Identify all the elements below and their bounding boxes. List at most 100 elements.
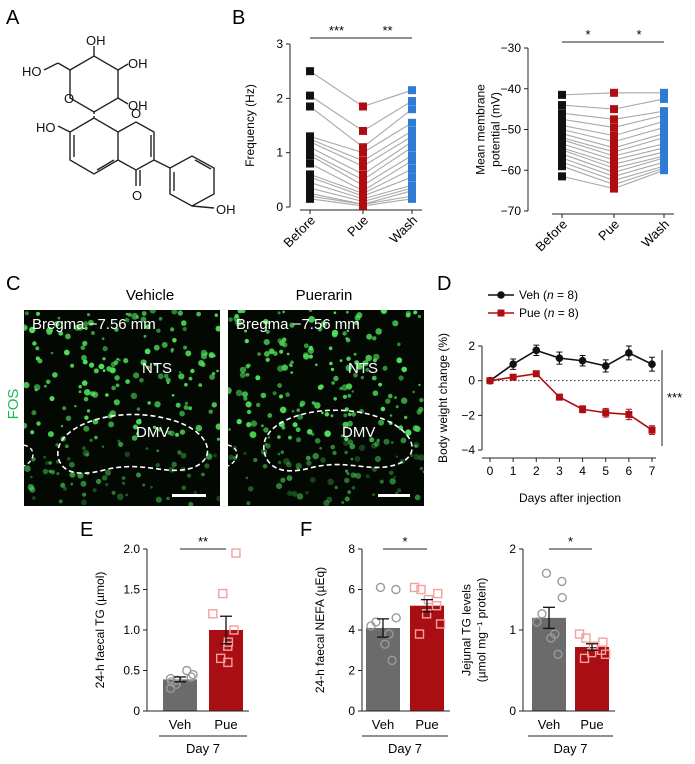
fos-nucleus: [102, 357, 106, 361]
fos-nucleus: [372, 336, 377, 341]
data-point-pue: [610, 164, 618, 173]
data-point-wash: [660, 117, 668, 126]
fos-nucleus: [142, 483, 146, 487]
fos-nucleus: [306, 429, 313, 435]
fos-nucleus: [255, 375, 261, 381]
fos-nucleus: [351, 411, 356, 417]
data-point-pue: [610, 143, 618, 152]
y-axis-label: potential (mV): [489, 92, 503, 167]
fos-nucleus: [78, 384, 82, 389]
fos-nucleus: [388, 470, 394, 476]
fos-nucleus: [405, 429, 412, 436]
fos-nucleus: [133, 372, 140, 379]
data-point-veh: [391, 584, 401, 595]
fos-nucleus: [181, 485, 187, 491]
fos-nucleus: [250, 420, 258, 427]
fos-nucleus: [178, 371, 182, 374]
fos-nucleus: [60, 482, 66, 488]
fos-nucleus: [196, 311, 202, 317]
x-tick-label: 0: [487, 464, 494, 478]
fos-nucleus: [369, 437, 375, 443]
fos-nucleus: [379, 479, 384, 484]
x-tick-label: 1: [510, 464, 517, 478]
data-point-wash: [408, 164, 416, 173]
y-axis-label: Jejunal TG levels: [460, 584, 474, 676]
canal-outline: [228, 444, 238, 467]
fos-nucleus: [175, 432, 179, 437]
fos-nucleus: [171, 394, 175, 397]
fos-nucleus: [102, 475, 108, 481]
puerarin-bregma-label: Bregma −7.56 mm: [236, 316, 360, 333]
fos-nucleus: [55, 443, 59, 447]
data-point-pue: [610, 172, 618, 181]
fos-nucleus: [156, 449, 160, 452]
fos-nucleus: [291, 491, 298, 497]
paired-line: [309, 95, 413, 132]
fos-nucleus: [246, 409, 252, 415]
fos-nucleus: [311, 401, 316, 405]
fos-nucleus: [44, 384, 47, 388]
fos-nucleus: [102, 346, 108, 352]
fos-nucleus: [133, 424, 138, 430]
data-point-veh: [186, 672, 196, 682]
fos-nucleus: [267, 413, 273, 418]
fos-nucleus: [121, 481, 126, 485]
fos-nucleus: [245, 372, 250, 377]
fos-nucleus: [351, 486, 356, 490]
fos-nucleus: [279, 349, 284, 354]
data-point-veh: [532, 617, 542, 627]
fos-nucleus: [346, 472, 350, 476]
fos-nucleus: [32, 341, 37, 346]
fos-nucleus: [144, 348, 151, 355]
fos-nucleus: [98, 363, 105, 370]
fos-nucleus: [345, 469, 349, 473]
y-tick-label: 0: [133, 704, 140, 718]
fos-nucleus: [263, 339, 270, 346]
data-point-wash: [408, 118, 416, 127]
fos-nucleus: [292, 422, 298, 428]
data-point-veh: [384, 629, 394, 639]
data-point-pue: [610, 184, 618, 193]
fos-nucleus: [93, 368, 99, 374]
fos-nucleus: [358, 444, 366, 451]
data-point-veh: [391, 613, 401, 623]
panel-letter-b: B: [232, 7, 245, 29]
fos-nucleus: [136, 419, 142, 425]
significance-label: *: [568, 534, 573, 549]
fos-nucleus: [146, 365, 150, 370]
data-point-veh: [387, 655, 397, 666]
fos-nucleus: [29, 326, 36, 334]
data-point-pue: [486, 377, 494, 385]
fos-nucleus: [285, 392, 290, 397]
fos-nucleus: [74, 324, 81, 331]
fos-nucleus: [235, 319, 242, 327]
fos-nucleus: [81, 499, 87, 506]
fos-nucleus: [70, 363, 75, 368]
fos-nucleus: [366, 333, 373, 340]
fos-nucleus: [188, 376, 193, 381]
fos-nucleus: [48, 469, 52, 473]
fos-nucleus: [312, 452, 319, 460]
bar-veh: [532, 617, 566, 711]
panel-letter-e: E: [80, 519, 93, 541]
fos-nucleus: [282, 342, 288, 348]
x-axis-label: Days after injection: [519, 491, 621, 505]
fos-nucleus: [143, 334, 147, 338]
fos-nucleus: [267, 436, 270, 439]
fos-nucleus: [414, 494, 421, 501]
bar-pue: [410, 605, 444, 711]
fos-nucleus: [339, 386, 343, 391]
y-tick-label: 0: [509, 704, 516, 718]
data-point-pue: [610, 105, 618, 114]
fos-nucleus: [400, 437, 407, 444]
x-tick-label: 2: [533, 464, 540, 478]
fos-nucleus: [257, 352, 261, 356]
fos-nucleus: [277, 338, 283, 344]
atom-oh-3: OH: [128, 98, 148, 113]
legend-label: Pue (n = 8): [519, 306, 579, 320]
fos-nucleus: [343, 440, 349, 447]
data-point-pue: [648, 426, 656, 434]
fos-nucleus: [344, 450, 348, 455]
fos-nucleus: [372, 390, 379, 396]
data-point-veh: [537, 609, 547, 619]
